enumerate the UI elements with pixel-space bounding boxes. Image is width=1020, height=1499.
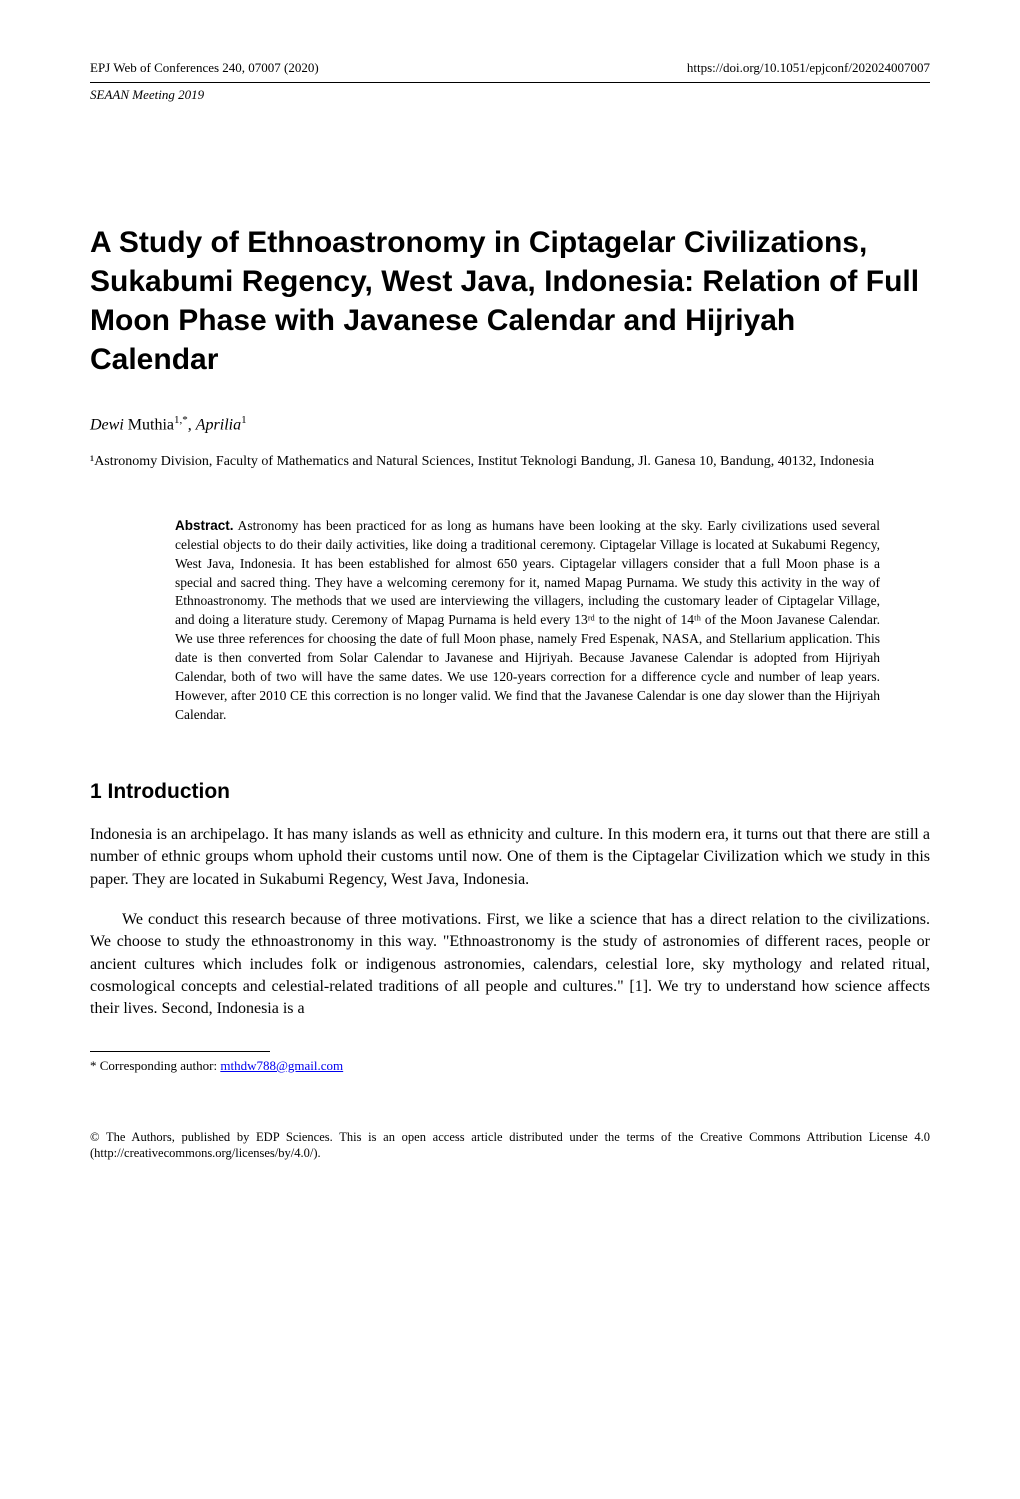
abstract-text: Astronomy has been practiced for as long… bbox=[175, 518, 880, 722]
corresponding-email-link[interactable]: mthdw788@gmail.com bbox=[220, 1058, 343, 1073]
section-1-para-2: We conduct this research because of thre… bbox=[90, 909, 930, 1021]
footnote-rule bbox=[90, 1051, 270, 1052]
journal-line: EPJ Web of Conferences 240, 07007 (2020) bbox=[90, 60, 319, 76]
paper-title: A Study of Ethnoastronomy in Ciptagelar … bbox=[90, 223, 930, 379]
footnote: * Corresponding author: mthdw788@gmail.c… bbox=[90, 1058, 930, 1074]
page-header: EPJ Web of Conferences 240, 07007 (2020)… bbox=[90, 60, 930, 83]
footnote-text: Corresponding author: bbox=[97, 1058, 221, 1073]
section-1-heading: 1 Introduction bbox=[90, 780, 930, 804]
affiliation: ¹Astronomy Division, Faculty of Mathemat… bbox=[90, 452, 930, 472]
license-text: © The Authors, published by EDP Sciences… bbox=[90, 1129, 930, 1162]
author1-last: Muthia bbox=[128, 416, 174, 433]
doi-text: https://doi.org/10.1051/epjconf/20202400… bbox=[687, 60, 930, 76]
abstract: Abstract. Astronomy has been practiced f… bbox=[175, 517, 880, 725]
author-line: Dewi Muthia1,*, Aprilia1 bbox=[90, 414, 930, 434]
author2-sup: 1 bbox=[241, 414, 247, 426]
abstract-label: Abstract. bbox=[175, 518, 234, 533]
author-sep: , bbox=[188, 416, 196, 433]
author1-sup: 1,* bbox=[174, 414, 188, 426]
section-1-para-1: Indonesia is an archipelago. It has many… bbox=[90, 824, 930, 891]
author2-first: Aprilia bbox=[196, 416, 241, 433]
author1-first: Dewi bbox=[90, 416, 124, 433]
meeting-name: SEAAN Meeting 2019 bbox=[90, 87, 930, 133]
